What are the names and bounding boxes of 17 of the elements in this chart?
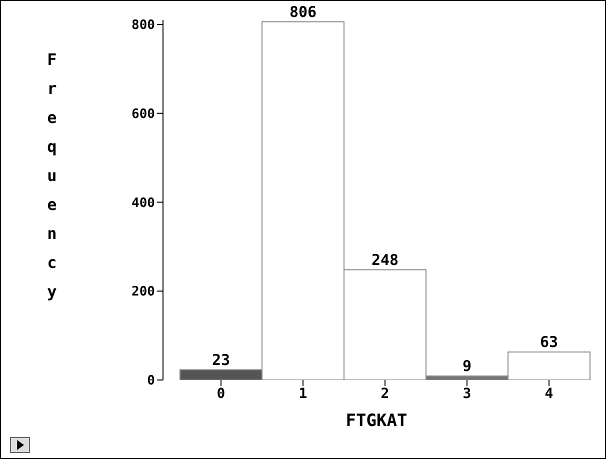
y-tick-label: 600 [132,106,156,122]
data-label: 9 [462,357,472,375]
x-axis-title: FTGKAT [346,411,408,431]
x-tick-label: 2 [380,386,390,402]
x-tick-label: 4 [544,386,554,402]
data-label: 63 [540,333,558,351]
x-tick-label: 3 [462,386,472,402]
data-label: 248 [371,250,399,269]
data-label: 23 [212,350,230,369]
y-tick-label: 400 [132,196,156,211]
y-tick-label: 0 [147,374,156,389]
x-tick-label: 1 [298,386,308,402]
y-tick-label: 800 [132,18,156,34]
y-tick-label: 200 [132,284,156,300]
data-label: 806 [289,2,317,21]
x-tick-label: 0 [216,386,226,402]
text: Frequency [47,50,57,301]
